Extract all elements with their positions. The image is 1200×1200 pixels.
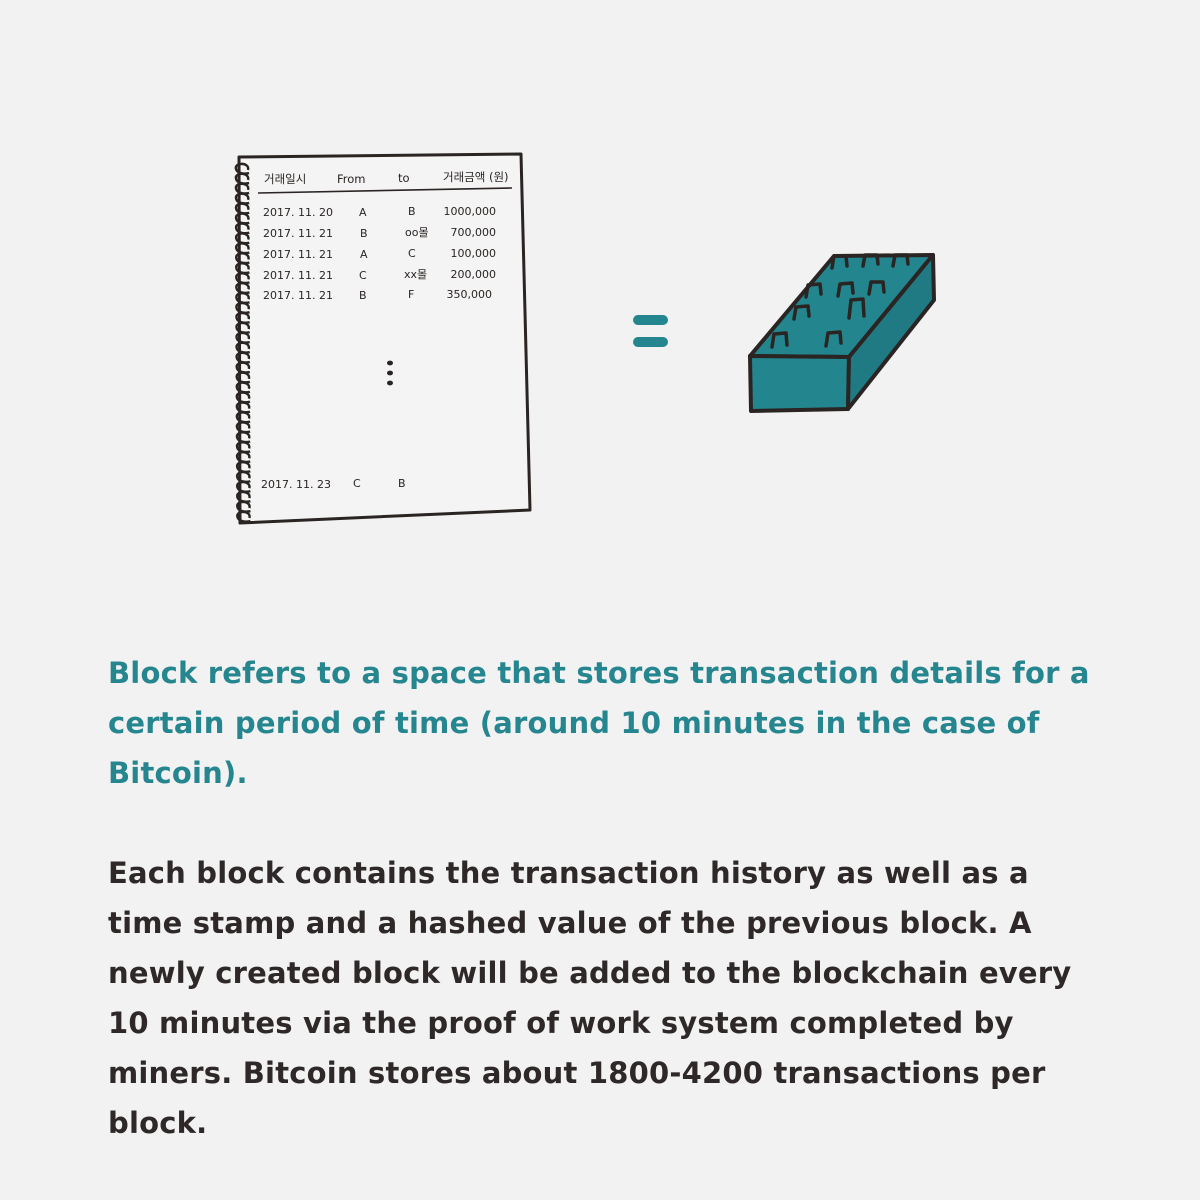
block-studs — [770, 253, 910, 349]
block-brick-icon — [748, 253, 936, 413]
table-row-last: 2017. 11. 23 C B — [261, 477, 406, 491]
table-row: 2017. 11. 21 C xx몰 200,000 — [263, 268, 496, 282]
table-row: 2017. 11. 21 B F 350,000 — [263, 288, 492, 302]
row-to: oo몰 — [405, 226, 429, 239]
row-from: B — [360, 227, 368, 240]
table-row: 2017. 11. 20 A B 1000,000 — [263, 205, 496, 219]
equals-sign-icon — [633, 315, 668, 347]
header-datetime: 거래일시 — [264, 172, 306, 186]
row-to: B — [398, 477, 406, 490]
header-amount: 거래금액 (원) — [443, 170, 509, 184]
row-to: F — [408, 288, 414, 301]
spiral-loop — [236, 510, 251, 523]
header-to: to — [398, 171, 410, 185]
row-date: 2017. 11. 21 — [263, 227, 333, 240]
row-date: 2017. 11. 20 — [263, 206, 333, 219]
ledger-page: 거래일시 From to 거래금액 (원) 2017. 11. 20 A B 1… — [234, 152, 532, 525]
vertical-ellipsis-icon — [387, 360, 393, 386]
header-from: From — [337, 172, 366, 186]
row-amount: 1000,000 — [444, 205, 497, 218]
row-to: C — [408, 247, 416, 260]
illustration: 거래일시 From to 거래금액 (원) 2017. 11. 20 A B 1… — [234, 152, 936, 525]
row-from: A — [360, 248, 368, 261]
row-date: 2017. 11. 23 — [261, 478, 331, 491]
row-date: 2017. 11. 21 — [263, 269, 333, 282]
spiral-binding — [234, 162, 251, 523]
ledger-header-divider — [257, 187, 513, 194]
table-row: 2017. 11. 21 A C 100,000 — [263, 247, 496, 261]
row-from: B — [359, 289, 367, 302]
row-from: C — [353, 477, 361, 490]
caption-accent: Block refers to a space that stores tran… — [108, 656, 1090, 790]
block-right-face — [846, 253, 936, 411]
row-amount: 350,000 — [447, 288, 493, 301]
caption-body: Each block contains the transaction hist… — [108, 856, 1072, 1140]
row-amount: 700,000 — [451, 226, 497, 239]
table-row: 2017. 11. 21 B oo몰 700,000 — [263, 226, 496, 240]
row-to: B — [408, 205, 416, 218]
row-date: 2017. 11. 21 — [263, 289, 333, 302]
row-from: C — [359, 269, 367, 282]
row-from: A — [359, 206, 367, 219]
row-to: xx몰 — [404, 268, 427, 281]
row-date: 2017. 11. 21 — [263, 248, 333, 261]
block-front-face — [748, 354, 851, 413]
row-amount: 200,000 — [451, 268, 497, 281]
row-amount: 100,000 — [451, 247, 497, 260]
